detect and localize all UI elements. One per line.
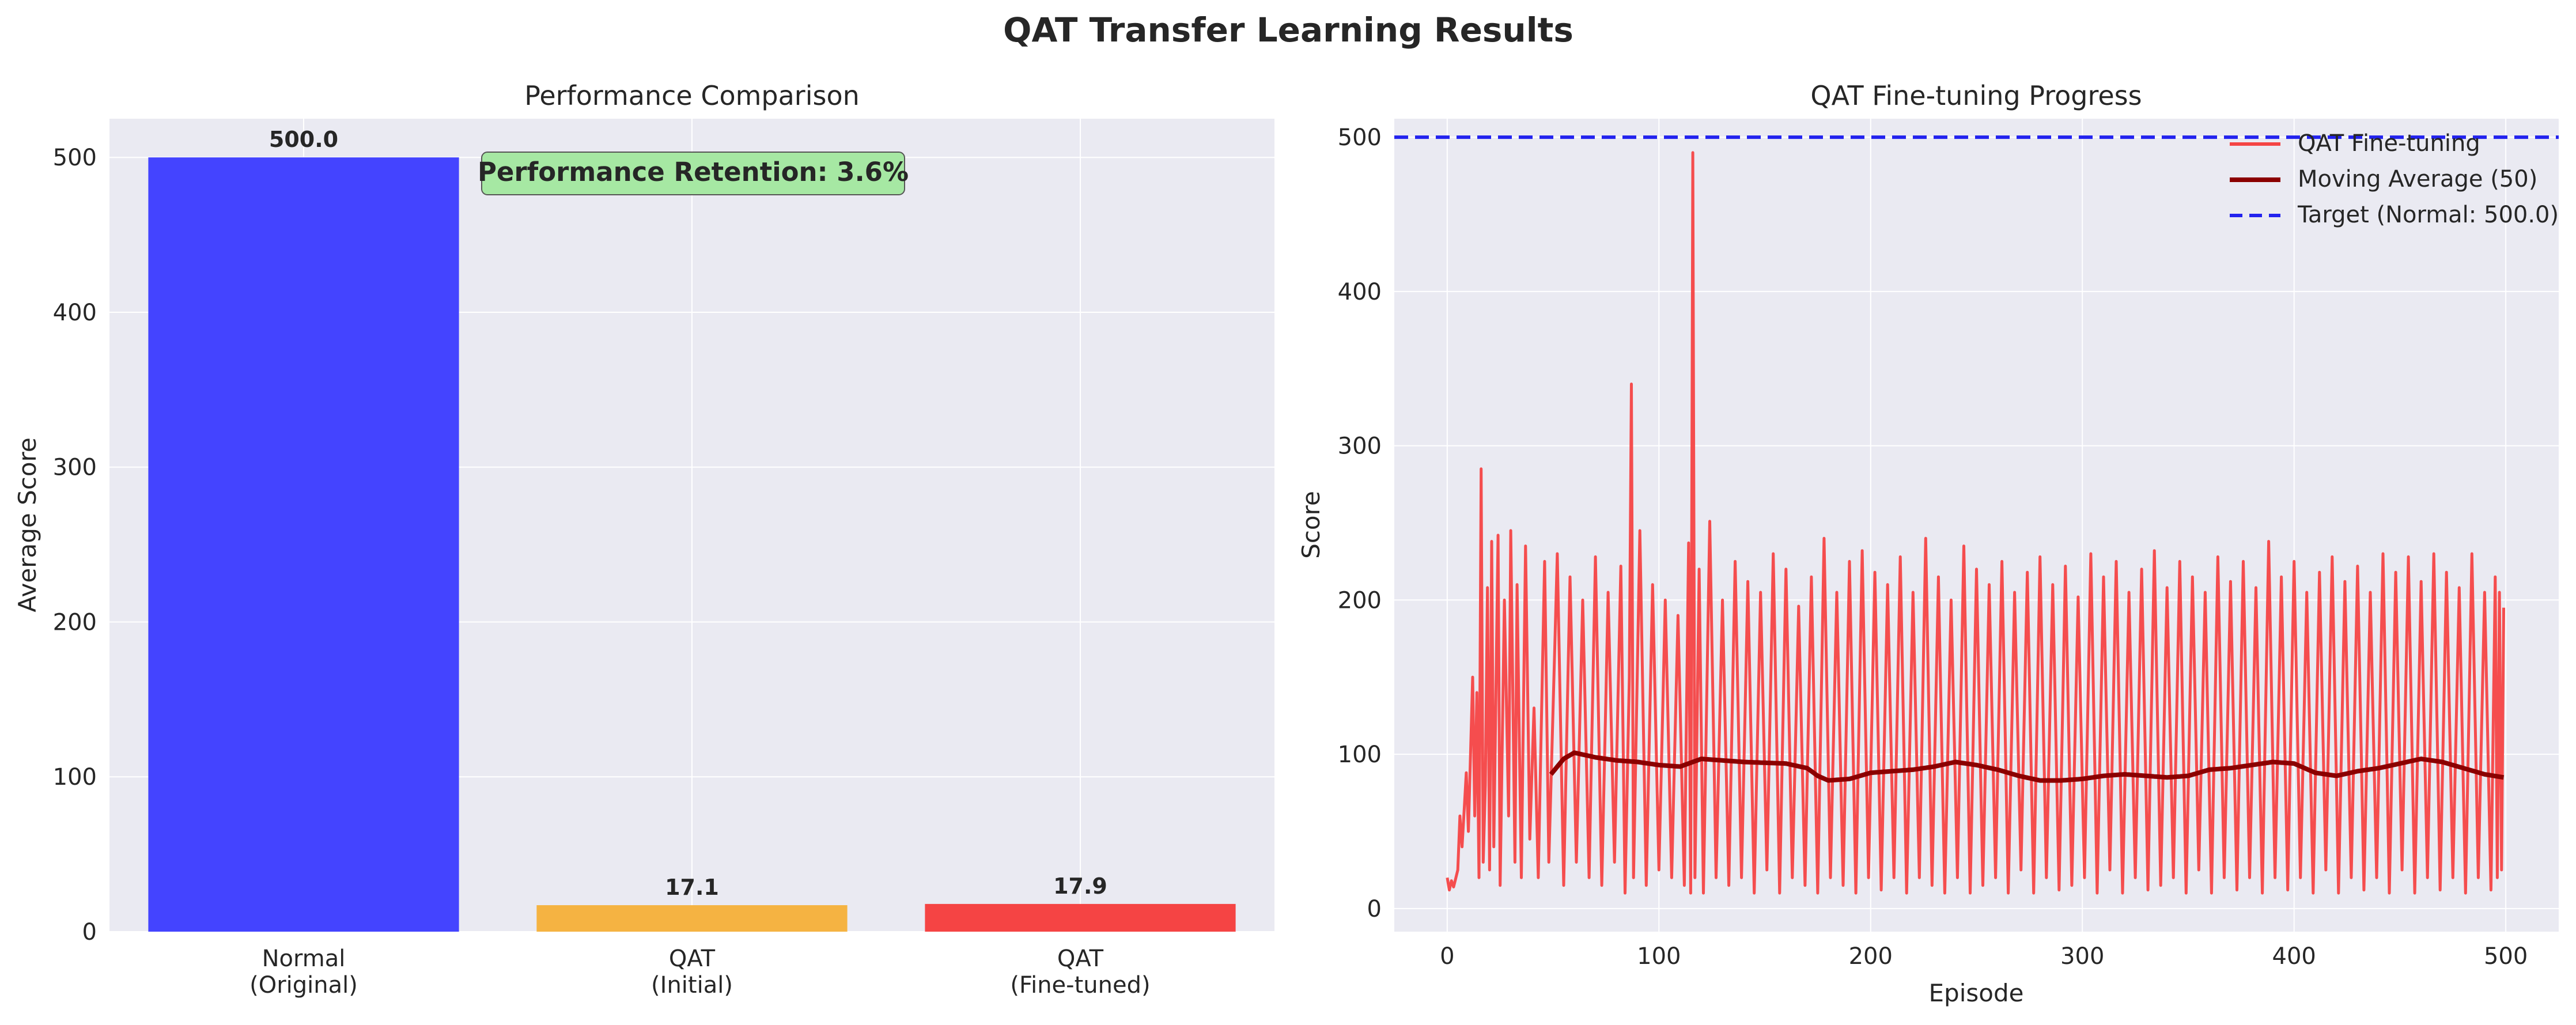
bar-chart-x-tick-label: QAT (Initial) <box>651 945 733 998</box>
line-chart-y-tick-label: 400 <box>1338 279 1382 305</box>
line-chart-y-tick-label: 200 <box>1338 587 1382 614</box>
bar-chart-value-labels: 500.0 17.1 17.9 <box>269 127 1107 900</box>
line-chart-y-ticks: 0 100 200 300 400 500 <box>1338 124 1382 922</box>
line-chart-y-tick-label: 0 <box>1367 896 1382 922</box>
bar-chart-y-tick-label: 0 <box>82 919 97 945</box>
bar-chart-y-tick-label: 400 <box>53 300 97 326</box>
bar-chart-y-tick-label: 100 <box>53 764 97 791</box>
line-chart-x-axis-label: Episode <box>1929 979 2024 1007</box>
bar-chart-x-tick-label: Normal (Original) <box>249 945 358 998</box>
bar-chart-bars <box>148 157 1236 932</box>
line-chart-y-tick-label: 300 <box>1338 433 1382 460</box>
bar-1 <box>536 905 848 932</box>
bar-value-label: 17.1 <box>665 875 719 900</box>
line-chart-x-tick-label: 300 <box>2060 943 2104 970</box>
line-chart-x-tick-label: 0 <box>1440 943 1454 970</box>
line-chart-x-tick-label: 200 <box>1849 943 1893 970</box>
line-chart-legend: QAT Fine-tuning Moving Average (50) Target… <box>2230 130 2559 228</box>
legend-label-0: QAT Fine-tuning <box>2298 130 2480 157</box>
series-moving-average-line <box>1549 750 2505 783</box>
bar-chart-x-ticks: Normal (Original) QAT (Initial) QAT (Fine-tun… <box>249 945 1150 998</box>
bar-value-label: 17.9 <box>1053 873 1107 899</box>
line-chart-x-tick-label: 400 <box>2272 943 2316 970</box>
performance-retention-annotation: Performance Retention: 3.6% <box>478 152 909 195</box>
bar-chart-title: Performance Comparison <box>524 80 860 111</box>
bar-value-label: 500.0 <box>269 127 338 152</box>
line-chart-y-tick-label: 100 <box>1338 742 1382 768</box>
bar-chart-y-tick-label: 500 <box>53 145 97 171</box>
bar-chart-y-axis-label: Average Score <box>13 437 41 612</box>
legend-label-1: Moving Average (50) <box>2298 166 2537 192</box>
line-chart-y-axis-label: Score <box>1297 491 1325 559</box>
bar-chart-y-ticks: 0 100 200 300 400 500 <box>53 145 97 945</box>
line-chart-series <box>1394 135 2559 895</box>
bar-chart-y-tick-label: 300 <box>53 455 97 481</box>
line-chart-x-ticks: 0 100 200 300 400 500 <box>1440 943 2528 970</box>
line-chart-x-tick-label: 100 <box>1637 943 1681 970</box>
performance-retention-box <box>481 152 905 195</box>
series-qat-fine-tuning-line <box>1446 151 2505 895</box>
performance-retention-text: Performance Retention: 3.6% <box>478 157 909 187</box>
line-chart-y-tick-label: 500 <box>1338 124 1382 151</box>
line-chart-x-tick-label: 500 <box>2484 943 2528 970</box>
bar-chart-y-tick-label: 200 <box>53 609 97 636</box>
figure-suptitle: QAT Transfer Learning Results <box>1003 10 1573 50</box>
bar-0 <box>148 157 459 932</box>
line-chart-panel: 0 100 200 300 400 500 0 100 200 300 400 500 QAT Fi… <box>1297 80 2559 1007</box>
line-chart-plot-area <box>1394 119 2559 932</box>
bar-2 <box>925 903 1236 932</box>
legend-label-2: Target (Normal: 500.0) <box>2297 202 2559 228</box>
line-chart-title: QAT Fine-tuning Progress <box>1810 80 2142 111</box>
bar-chart-x-tick-label: QAT (Fine-tuned) <box>1010 945 1150 998</box>
bar-chart-panel: 0 100 200 300 400 500 Normal (Original) QAT (Ini… <box>13 80 1274 998</box>
